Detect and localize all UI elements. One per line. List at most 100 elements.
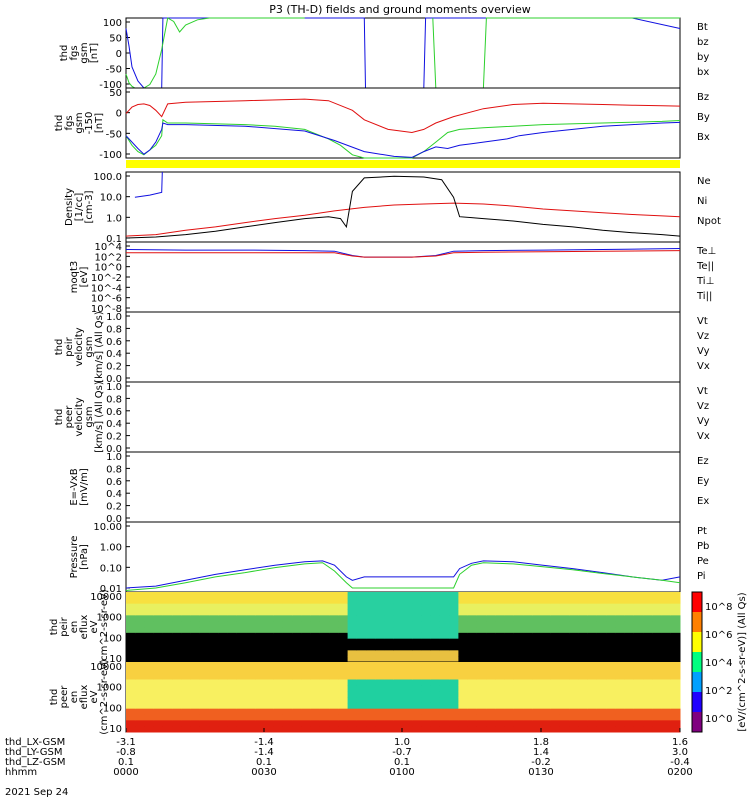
- spectrogram-cell: [255, 615, 265, 622]
- spectrogram-cell: [661, 627, 672, 634]
- spectrogram-cell: [606, 592, 616, 599]
- spectrogram-cell: [135, 632, 145, 640]
- y-tick-label: 10000: [90, 592, 122, 603]
- spectrogram-cell: [430, 615, 441, 622]
- spectrogram-cell: [153, 597, 164, 605]
- spectrogram-cell: [606, 597, 616, 605]
- spectrogram-cell: [310, 592, 321, 599]
- spectrogram-cell: [246, 720, 256, 727]
- spectrogram-cell: [301, 726, 312, 733]
- spectrogram-cell: [246, 638, 256, 645]
- spectrogram-cell: [550, 726, 561, 733]
- spectrogram-cell: [458, 644, 469, 651]
- spectrogram-cell: [310, 679, 321, 686]
- y-tick-label: 10^2: [95, 252, 122, 263]
- spectrogram-cell: [209, 615, 219, 622]
- spectrogram-cell: [310, 685, 321, 692]
- spectrogram-cell: [412, 662, 422, 669]
- spectrogram-cell: [670, 609, 681, 616]
- spectrogram-cell: [310, 638, 321, 645]
- spectrogram-cell: [144, 656, 155, 663]
- spectrogram-cell: [615, 691, 626, 698]
- spectrogram-cell: [532, 592, 542, 599]
- spectrogram-cell: [550, 656, 561, 663]
- spectrogram-cell: [227, 615, 238, 622]
- spectrogram-cell: [412, 708, 422, 715]
- spectrogram-cell: [421, 662, 432, 669]
- spectrogram-cell: [310, 615, 321, 622]
- spectrogram-cell: [615, 650, 626, 657]
- spectrogram-cell: [356, 679, 367, 686]
- spectrogram-cell: [652, 632, 663, 640]
- spectrogram-cell: [661, 714, 672, 721]
- spectrogram-cell: [144, 726, 155, 733]
- spectrogram-cell: [670, 632, 681, 640]
- spectrogram-cell: [135, 673, 145, 680]
- spectrogram-cell: [172, 714, 182, 721]
- colorbar-label: [eV/(cm^2-s-sr-eV)] (All Qs): [737, 592, 748, 731]
- spectrogram-cell: [218, 726, 229, 733]
- spectrogram-cell: [633, 627, 644, 634]
- spectrogram-cell: [596, 697, 607, 704]
- spectrogram-cell: [615, 679, 626, 686]
- spectrogram-cell: [652, 691, 663, 698]
- spectrogram-cell: [319, 726, 330, 733]
- spectrogram-cell: [227, 702, 238, 710]
- spectrogram-cell: [301, 597, 312, 605]
- spectrogram-cell: [172, 691, 182, 698]
- spectrogram-cell: [356, 714, 367, 721]
- spectrogram-cell: [458, 603, 469, 610]
- spectrogram-cell: [393, 650, 404, 657]
- spectrogram-cell: [643, 615, 653, 622]
- spectrogram-cell: [449, 667, 459, 675]
- spectrogram-cell: [264, 667, 275, 675]
- spectrogram-cell: [227, 632, 238, 640]
- colorbar: 10^810^610^410^210^0 [eV/(cm^2-s-sr-eV)] …: [691, 591, 748, 733]
- spectrogram-cell: [495, 714, 506, 721]
- spectrogram-cell: [412, 609, 422, 616]
- spectrogram-cell: [523, 638, 533, 645]
- spectrogram-cell: [439, 702, 450, 710]
- spectrogram-cell: [596, 638, 607, 645]
- spectrogram-cell: [282, 638, 293, 645]
- spectrogram-cell: [670, 627, 681, 634]
- spectrogram-cell: [587, 638, 598, 645]
- spectrogram-cell: [144, 621, 155, 628]
- spectrogram-cell: [282, 650, 293, 657]
- spectrogram-cell: [273, 621, 284, 628]
- spectrogram-cell: [596, 656, 607, 663]
- spectrogram-cell: [467, 726, 478, 733]
- spectrogram-cell: [218, 702, 229, 710]
- legend-entry: Te⊥: [696, 246, 716, 257]
- spectrogram-cell: [587, 720, 598, 727]
- panel-frame: [125, 521, 681, 593]
- spectrogram-cell: [412, 673, 422, 680]
- spectrogram-cell: [661, 685, 672, 692]
- spectrogram-cell: [569, 726, 579, 733]
- spectrogram-cell: [458, 720, 469, 727]
- spectrogram-cell: [319, 638, 330, 645]
- spectrogram-cell: [633, 632, 644, 640]
- spectrogram-cell: [190, 708, 201, 715]
- spectrogram-cell: [319, 708, 330, 715]
- y-tick-label: 100: [103, 633, 122, 644]
- spectrogram-cell: [403, 702, 413, 710]
- spectrogram-cell: [384, 679, 395, 686]
- spectrogram-cell: [412, 615, 422, 622]
- spectrogram-cell: [615, 726, 626, 733]
- series-line-Te: [126, 250, 681, 258]
- spectrogram-cell: [587, 679, 598, 686]
- spectrogram-cell: [495, 632, 506, 640]
- spectrogram-cell: [587, 627, 598, 634]
- spectrogram-cell: [624, 638, 635, 645]
- spectrogram-cell: [375, 679, 386, 686]
- spectrogram-cell: [375, 685, 386, 692]
- spectrogram-cell: [264, 650, 275, 657]
- spectrogram-cell: [421, 615, 432, 622]
- spectrogram-cell: [356, 702, 367, 710]
- spectrogram-cell: [144, 609, 155, 616]
- spectrogram-cell: [282, 644, 293, 651]
- spectrogram-cell: [458, 679, 469, 686]
